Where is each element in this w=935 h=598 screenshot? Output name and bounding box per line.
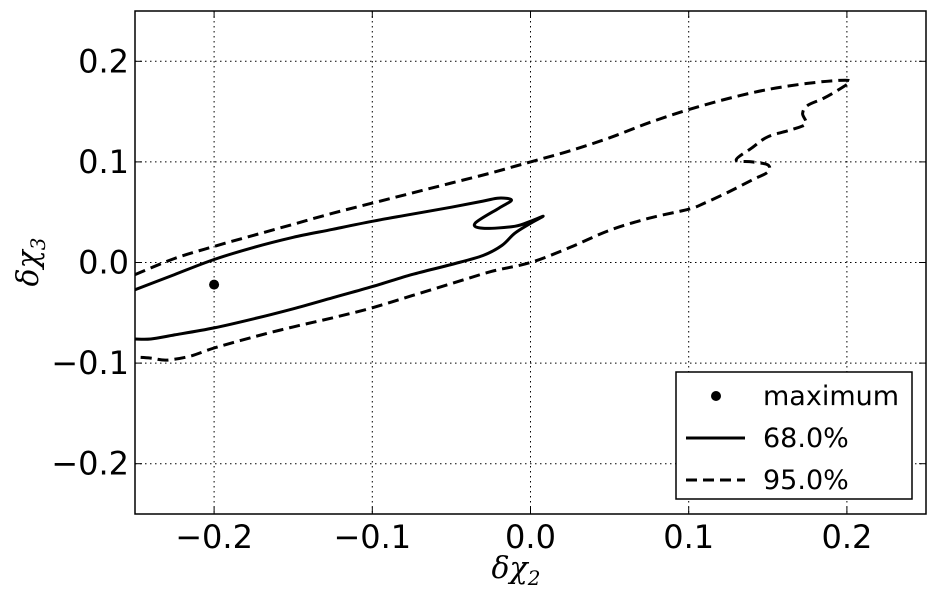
legend-label: 95.0% <box>763 465 849 496</box>
axis-ticks <box>135 11 926 514</box>
legend-label: 68.0% <box>763 423 849 454</box>
series-layer <box>135 78 852 362</box>
y-axis-label: δχ3 <box>11 238 50 287</box>
x-tick-labels: −0.2 −0.1 0.0 0.1 0.2 <box>175 518 872 556</box>
x-tick-label: 0.0 <box>505 518 556 556</box>
x-tick-label: 0.2 <box>821 518 872 556</box>
y-tick-label: 0.1 <box>78 143 129 181</box>
legend-marker-maximum <box>711 391 721 401</box>
contour-95-line <box>135 78 852 362</box>
y-tick-labels: −0.2 −0.1 0.0 0.1 0.2 <box>51 42 129 482</box>
y-tick-label: −0.2 <box>51 445 129 483</box>
maximum-point <box>209 279 220 290</box>
y-tick-label: 0.2 <box>78 42 129 80</box>
legend: maximum 68.0% 95.0% <box>675 371 913 500</box>
y-tick-label: −0.1 <box>51 344 129 382</box>
x-axis-label: δχ2 <box>492 551 541 590</box>
y-tick-label: 0.0 <box>78 244 129 282</box>
x-tick-label: 0.1 <box>663 518 714 556</box>
legend-entries: maximum 68.0% 95.0% <box>686 381 899 496</box>
x-tick-label: −0.2 <box>175 518 253 556</box>
x-tick-label: −0.1 <box>333 518 411 556</box>
contour-68-line <box>135 196 545 341</box>
legend-label: maximum <box>763 381 899 412</box>
